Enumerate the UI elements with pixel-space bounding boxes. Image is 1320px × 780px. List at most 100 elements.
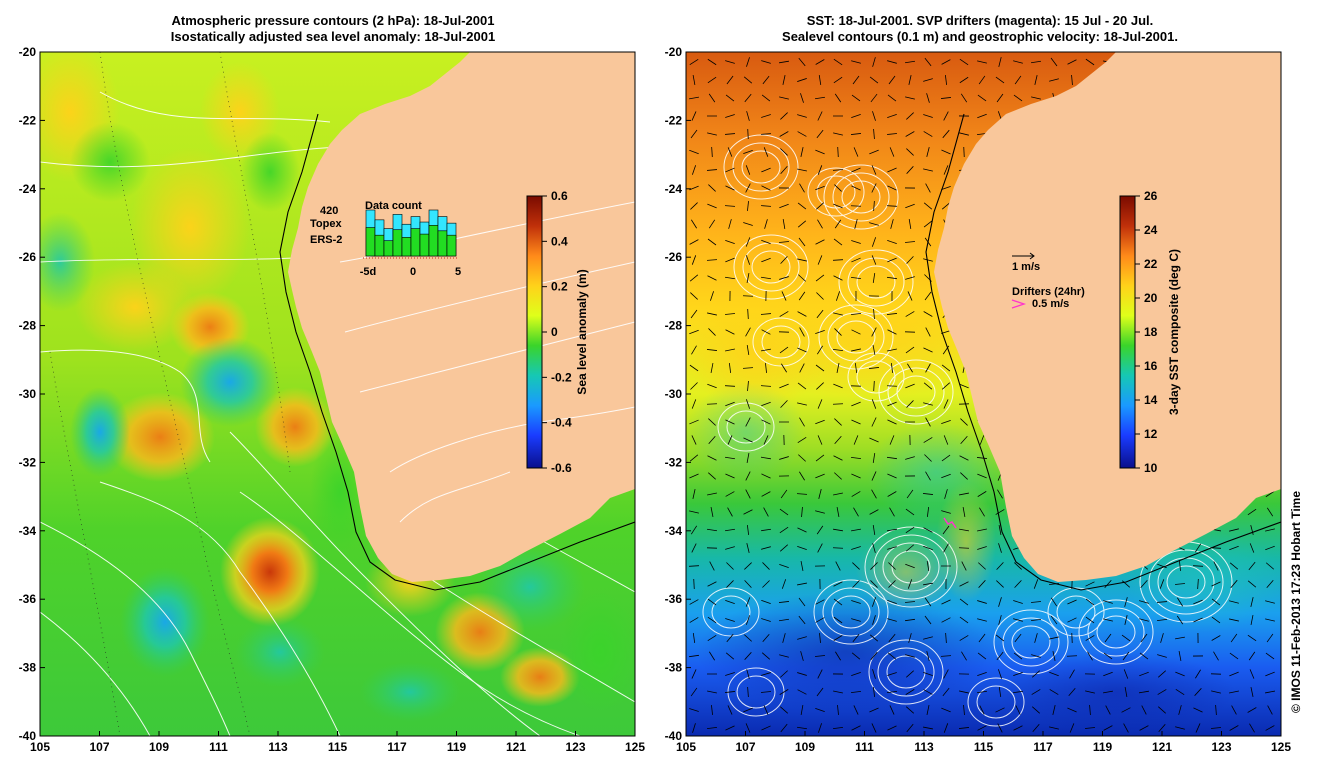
velocity-arrow: [689, 419, 699, 425]
velocity-arrow: [853, 147, 859, 157]
ers2-count-bar: [437, 230, 448, 257]
drifters-legend-title: Drifters (24hr): [1012, 286, 1085, 298]
velocity-arrow: [708, 418, 716, 426]
sealevel-contour: [751, 250, 791, 284]
velocity-arrow: [690, 382, 698, 390]
drifters-legend-speed: 0.5 m/s: [1032, 298, 1069, 310]
velocity-arrow: [779, 96, 789, 100]
velocity-arrow: [997, 669, 1003, 679]
velocity-arrow: [889, 507, 895, 517]
velocity-arrow: [887, 257, 897, 263]
sealevel-contour: [864, 526, 958, 608]
velocity-arrow: [689, 274, 699, 282]
velocity-arrow: [943, 111, 949, 121]
velocity-arrow: [693, 578, 695, 590]
velocity-arrow: [960, 472, 968, 480]
velocity-arrow: [998, 57, 1002, 67]
sealevel-contour: [882, 542, 940, 592]
velocity-arrow: [834, 328, 842, 336]
velocity-arrow: [979, 507, 985, 517]
velocity-arrow: [925, 417, 931, 427]
velocity-arrow: [1104, 579, 1112, 589]
left-lon-tick-label: 105: [30, 740, 50, 754]
sealevel-contour: [807, 167, 865, 217]
sealevel-contour: [886, 655, 926, 689]
velocity-arrow: [1105, 705, 1111, 715]
velocity-arrow: [799, 471, 805, 481]
velocity-arrow: [800, 705, 804, 715]
velocity-arrow: [924, 597, 932, 607]
velocity-arrow: [1250, 525, 1254, 535]
velocity-arrow: [996, 651, 1004, 661]
sealevel-contour: [823, 164, 899, 230]
velocity-arrow: [872, 111, 876, 121]
sealevel-contour: [711, 595, 751, 629]
velocity-arrow: [871, 723, 877, 733]
velocity-arrow: [1229, 618, 1239, 622]
velocity-arrow: [961, 561, 967, 571]
velocity-arrow: [941, 419, 951, 425]
velocity-arrow: [940, 655, 952, 657]
velocity-arrow: [817, 165, 823, 175]
velocity-arrow: [887, 114, 897, 118]
velocity-arrow: [725, 167, 735, 173]
velocity-arrow: [977, 652, 987, 660]
velocity-arrow: [905, 131, 915, 137]
sealevel-contour: [1166, 565, 1206, 599]
velocity-arrow: [761, 618, 771, 622]
ers2-count-bar: [410, 228, 421, 257]
velocity-arrow: [708, 472, 716, 480]
velocity-arrow: [832, 169, 844, 171]
velocity-arrow: [851, 94, 861, 102]
velocity-arrow: [708, 93, 716, 103]
velocity-arrow: [851, 618, 861, 622]
velocity-arrow: [833, 275, 843, 281]
velocity-arrow: [818, 74, 822, 86]
velocity-arrow: [1139, 725, 1149, 731]
velocity-arrow: [887, 60, 897, 64]
velocity-arrow: [797, 114, 807, 118]
velocity-arrow: [725, 239, 735, 245]
velocity-arrow: [1213, 561, 1219, 571]
velocity-arrow: [832, 259, 844, 261]
velocity-arrow: [871, 489, 877, 499]
velocity-arrow: [815, 149, 825, 155]
velocity-arrow: [1158, 706, 1166, 714]
velocity-arrow: [869, 76, 879, 84]
left-lat-tick-label: -40: [19, 729, 37, 743]
velocity-arrow: [1178, 705, 1182, 715]
velocity-arrow: [977, 618, 987, 622]
velocity-arrow: [887, 600, 897, 604]
velocity-arrow: [691, 165, 697, 175]
velocity-arrow: [1229, 528, 1239, 532]
velocity-arrow: [833, 581, 843, 587]
velocity-arrow: [1087, 651, 1093, 661]
velocity-arrow: [923, 114, 933, 118]
velocity-arrow: [1031, 706, 1041, 714]
velocity-arrow: [834, 435, 842, 445]
velocity-arrow: [1247, 707, 1257, 713]
velocity-arrow: [1192, 565, 1204, 567]
velocity-arrow: [925, 327, 931, 337]
velocity-arrow: [1265, 545, 1275, 551]
velocity-arrow: [690, 525, 698, 535]
right-lat-tick-label: -28: [665, 319, 683, 333]
velocity-arrow: [1124, 615, 1128, 625]
right-lon-tick-label: 125: [1271, 740, 1291, 754]
velocity-arrow: [959, 616, 969, 624]
velocity-arrow: [725, 491, 735, 497]
velocity-arrow: [959, 383, 969, 389]
velocity-arrow: [1085, 690, 1095, 694]
velocity-arrow: [1085, 581, 1095, 587]
velocity-arrow: [905, 203, 915, 209]
velocity-arrow: [1266, 507, 1274, 517]
velocity-arrow: [1157, 654, 1167, 658]
velocity-arrow: [1265, 528, 1275, 532]
right-lat-axis: -20 -22 -24 -26 -28 -30 -32 -34 -36 -38 -40: [665, 45, 691, 743]
velocity-arrow: [779, 276, 789, 280]
velocity-arrow: [834, 184, 842, 192]
velocity-arrow: [873, 128, 875, 140]
velocity-arrow: [689, 329, 699, 335]
data-count-x-tick: 0: [410, 266, 416, 278]
velocity-arrow: [743, 76, 753, 84]
